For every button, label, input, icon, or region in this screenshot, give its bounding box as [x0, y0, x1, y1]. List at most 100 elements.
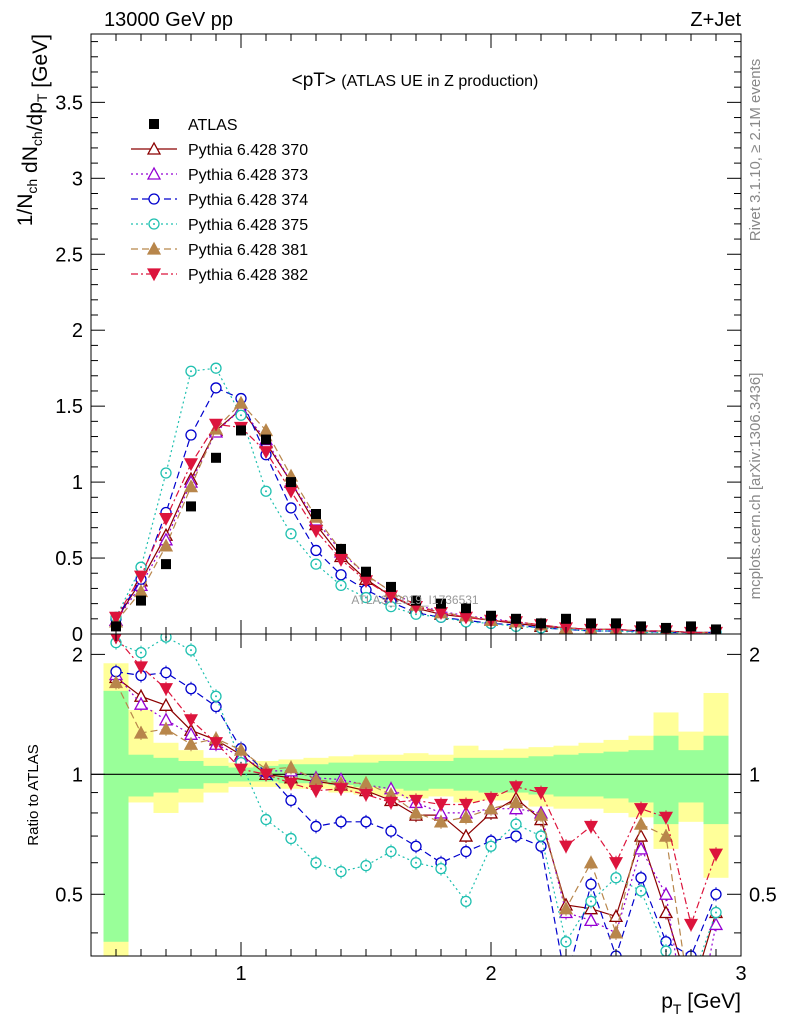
ratio-point-pythia-6-428-374 [635, 872, 647, 884]
ratio-point-pythia-6-428-375-dot [515, 823, 517, 826]
ratio-point-pythia-6-428-373 [133, 696, 149, 710]
main-y-axis-label: 1/Nch dNch/dpT [GeV] [14, 34, 52, 226]
point-pythia-6-428-382 [308, 525, 324, 538]
rivet-side-label: Rivet 3.1.10, ≥ 2.1M events [747, 59, 764, 242]
y-label-part: /dp [24, 102, 47, 131]
mcplots-side-label: mcplots.cern.ch [arXiv:1306.3436] [747, 373, 764, 600]
ratio-point-pythia-6-428-382 [358, 788, 374, 802]
ratio-y-tick-label: 0.5 [55, 884, 83, 906]
ratio-point-pythia-6-428-381 [458, 809, 474, 823]
point-atlas [411, 595, 421, 606]
ratio-point-pythia-6-428-382 [408, 794, 424, 808]
ratio-y-tick-label-right: 0.5 [749, 884, 777, 906]
point-pythia-6-428-381 [233, 395, 249, 409]
point-pythia-6-428-375-dot [415, 613, 417, 616]
point-pythia-6-428-382 [333, 553, 349, 567]
ratio-point-pythia-6-428-382 [233, 763, 249, 777]
point-pythia-6-428-374 [210, 382, 222, 394]
point-atlas [161, 559, 171, 570]
legend-marker-pythia-6-428-381 [146, 241, 162, 255]
main-y-tick-label: 1.5 [55, 396, 83, 418]
chart-title-main: <pT> [292, 70, 342, 91]
ratio-point-pythia-6-428-381 [408, 805, 424, 819]
y-label-part: [GeV] [29, 34, 52, 94]
ratio-point-pythia-6-428-374 [335, 816, 347, 828]
main-y-tick-label: 2 [72, 320, 83, 342]
ratio-point-pythia-6-428-382 [558, 840, 574, 854]
point-atlas [361, 566, 371, 577]
ratio-y-tick-label-right: 2 [749, 644, 760, 666]
ratio-y-tick-label: 2 [72, 644, 83, 666]
point-pythia-6-428-382 [258, 446, 274, 459]
x-tick-label: 3 [735, 963, 746, 985]
point-pythia-6-428-375-dot [290, 532, 292, 535]
point-pythia-6-428-375-dot [240, 414, 242, 417]
point-pythia-6-428-375-dot [340, 584, 342, 587]
point-pythia-6-428-382 [133, 570, 149, 584]
point-atlas [186, 501, 196, 512]
point-atlas [561, 613, 571, 624]
ratio-point-pythia-6-428-370 [458, 828, 474, 842]
x-tick-label: 1 [235, 963, 246, 985]
ratio-point-pythia-6-428-381 [558, 901, 574, 915]
ratio-point-pythia-6-428-373 [583, 913, 599, 927]
y-label-part: dN [19, 146, 42, 179]
y-label-sub: ch [29, 131, 45, 146]
chart-title: <pT> (ATLAS UE in Z production) [292, 70, 539, 91]
legend-marker-pythia-6-428-374 [148, 193, 160, 205]
ratio-point-pythia-6-428-375-dot [465, 900, 467, 903]
ratio-point-pythia-6-428-375-dot [140, 651, 142, 654]
ratio-point-pythia-6-428-375-dot [265, 818, 267, 821]
ratio-series [108, 634, 724, 984]
ratio-point-pythia-6-428-374 [385, 825, 397, 837]
main-y-tick-label: 3 [72, 168, 83, 190]
legend-label-pythia-6-428-381: Pythia 6.428 381 [188, 242, 308, 259]
ratio-point-pythia-6-428-381 [508, 795, 524, 809]
ratio-point-pythia-6-428-374 [285, 794, 297, 807]
ratio-point-pythia-6-428-382 [508, 781, 524, 795]
ratio-point-pythia-6-428-382 [683, 918, 699, 932]
ratio-point-pythia-6-428-375-dot [690, 982, 692, 984]
main-y-tick-label: 3.5 [55, 92, 83, 114]
ratio-point-pythia-6-428-375-dot [490, 845, 492, 848]
x-label-unit: [GeV] [681, 990, 741, 1013]
ratio-point-pythia-6-428-382 [133, 661, 149, 675]
ratio-point-pythia-6-428-381 [433, 814, 449, 828]
x-axis-label: pT [GeV] [661, 990, 741, 1017]
ratio-point-pythia-6-428-374 [410, 840, 422, 852]
ratio-point-pythia-6-428-381 [183, 736, 199, 750]
ratio-y-tick-label-right: 1 [749, 764, 760, 786]
point-atlas [486, 610, 496, 621]
point-pythia-6-428-375-dot [365, 596, 367, 599]
point-atlas [611, 618, 621, 629]
point-pythia-6-428-381 [158, 538, 174, 552]
point-atlas [461, 603, 471, 614]
legend-label-pythia-6-428-382: Pythia 6.428 382 [188, 267, 308, 284]
ratio-point-pythia-6-428-375-dot [390, 850, 392, 853]
uncertainty-band-inner [703, 735, 729, 825]
ratio-point-pythia-6-428-382 [383, 796, 399, 810]
ratio-point-pythia-6-428-381 [283, 760, 299, 774]
x-label-p: p [661, 990, 673, 1013]
main-y-tick-label: 1 [72, 472, 83, 494]
ratio-point-pythia-6-428-381 [108, 675, 124, 689]
ratio-point-pythia-6-428-381 [133, 725, 149, 739]
ratio-point-pythia-6-428-382 [433, 798, 449, 812]
watermark-text: ATLAS_2019_I1736531 [351, 593, 479, 607]
ratio-point-pythia-6-428-382 [708, 848, 724, 862]
point-pythia-6-428-375-dot [315, 563, 317, 566]
ratio-point-pythia-6-428-375-dot [565, 940, 567, 943]
legend-label-pythia-6-428-373: Pythia 6.428 373 [188, 167, 308, 184]
ratio-point-pythia-6-428-381 [608, 925, 624, 939]
ratio-point-pythia-6-428-382 [583, 820, 599, 834]
uncertainty-band-inner [128, 754, 154, 797]
ratio-point-pythia-6-428-373 [708, 917, 724, 931]
ratio-point-pythia-6-428-375-dot [640, 889, 642, 892]
point-pythia-6-428-382 [183, 458, 199, 472]
point-atlas [336, 543, 346, 554]
main-y-tick-label: 0 [72, 624, 83, 646]
ratio-point-pythia-6-428-375-dot [415, 861, 417, 864]
main-plot: ATLAS_2019_I1736531 0 0.5 1 1.5 2 2.5 3 3.5 <pT> … [14, 33, 742, 646]
uncertainty-band-inner [553, 754, 579, 797]
energy-label: 13000 GeV pp [104, 9, 233, 31]
